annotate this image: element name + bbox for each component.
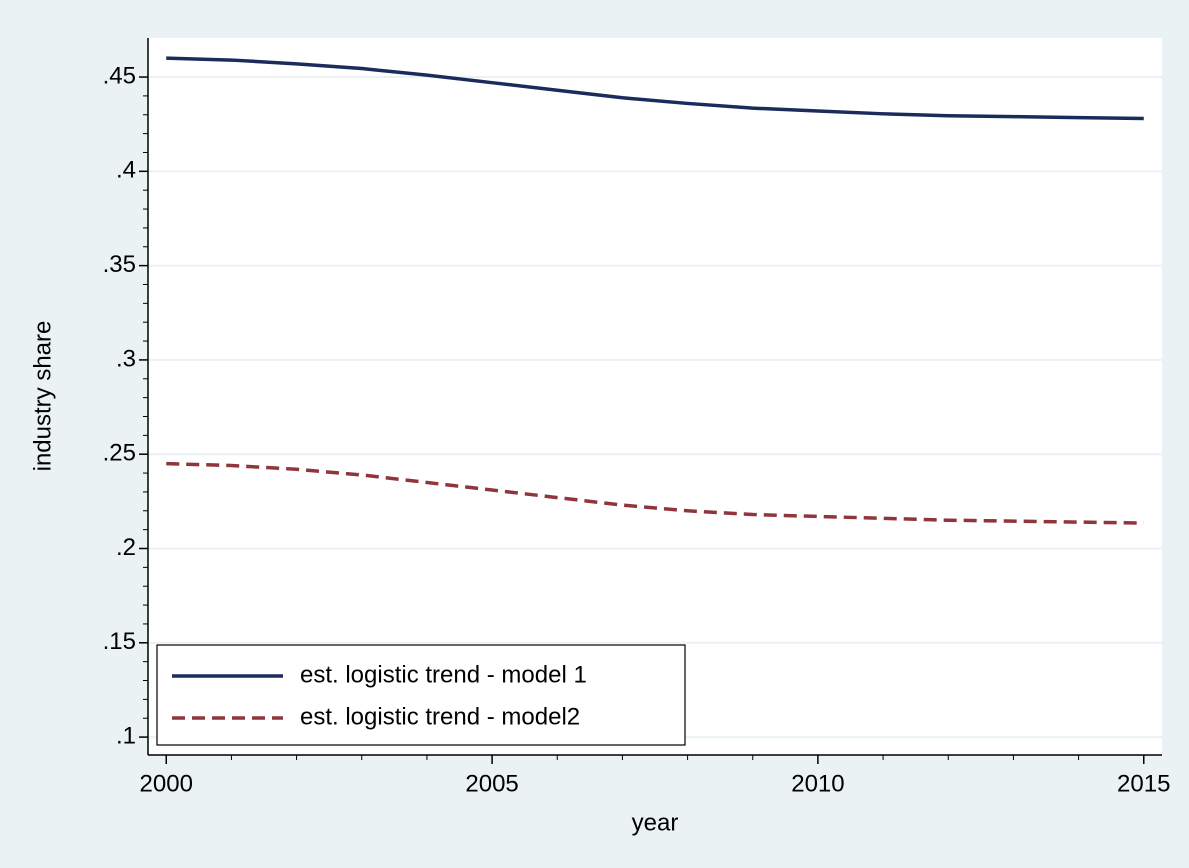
- legend-label: est. logistic trend - model 1: [300, 661, 587, 688]
- series-line: [166, 461, 1144, 525]
- legend: [156, 644, 686, 746]
- plot-area: [148, 38, 1162, 755]
- x-tick-label: 2000: [140, 770, 193, 797]
- y-tick-label: .45: [103, 62, 136, 89]
- x-tick-label: 2010: [791, 770, 844, 797]
- y-tick-label: .1: [116, 722, 136, 749]
- y-axis-title: industry share: [29, 321, 56, 472]
- x-tick-label: 2015: [1117, 770, 1170, 797]
- y-tick-label: .25: [103, 440, 136, 467]
- y-tick-label: .35: [103, 251, 136, 278]
- y-tick-label: .2: [116, 534, 136, 561]
- legend-label: est. logistic trend - model2: [300, 703, 580, 730]
- y-tick-label: .4: [116, 157, 136, 184]
- x-axis-title: year: [632, 809, 679, 836]
- series-line: [166, 56, 1144, 121]
- y-tick-label: .15: [103, 628, 136, 655]
- y-tick-label: .3: [116, 345, 136, 372]
- x-tick-label: 2005: [465, 770, 518, 797]
